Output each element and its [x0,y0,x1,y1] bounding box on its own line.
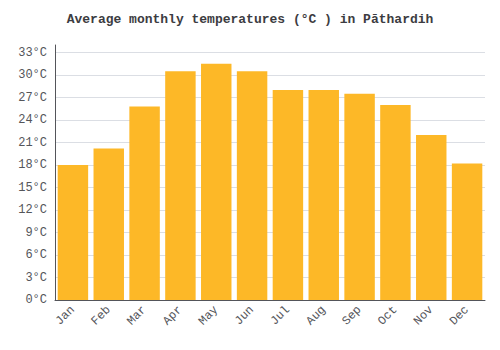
svg-text:Mar: Mar [124,303,149,328]
svg-text:Jul: Jul [268,303,293,328]
svg-text:May: May [196,303,221,328]
svg-text:6°C: 6°C [25,248,47,262]
svg-text:27°C: 27°C [18,91,47,105]
svg-text:3°C: 3°C [25,271,47,285]
svg-text:30°C: 30°C [18,68,47,82]
svg-text:Nov: Nov [411,303,436,328]
svg-text:Apr: Apr [160,303,185,328]
svg-text:18°C: 18°C [18,158,47,172]
svg-text:Aug: Aug [304,303,329,328]
svg-text:9°C: 9°C [25,226,47,240]
svg-text:Oct: Oct [375,303,400,328]
svg-text:33°C: 33°C [18,46,47,60]
svg-text:Sep: Sep [339,303,364,328]
svg-text:Average monthly temperatures (: Average monthly temperatures (°C ) in Pā… [67,12,434,27]
svg-text:15°C: 15°C [18,181,47,195]
svg-text:12°C: 12°C [18,203,47,217]
svg-text:Jun: Jun [232,303,257,328]
svg-text:Dec: Dec [447,303,472,328]
svg-text:Feb: Feb [89,303,114,328]
svg-text:21°C: 21°C [18,136,47,150]
svg-text:0°C: 0°C [25,293,47,307]
svg-text:Jan: Jan [53,303,78,328]
svg-text:24°C: 24°C [18,113,47,127]
